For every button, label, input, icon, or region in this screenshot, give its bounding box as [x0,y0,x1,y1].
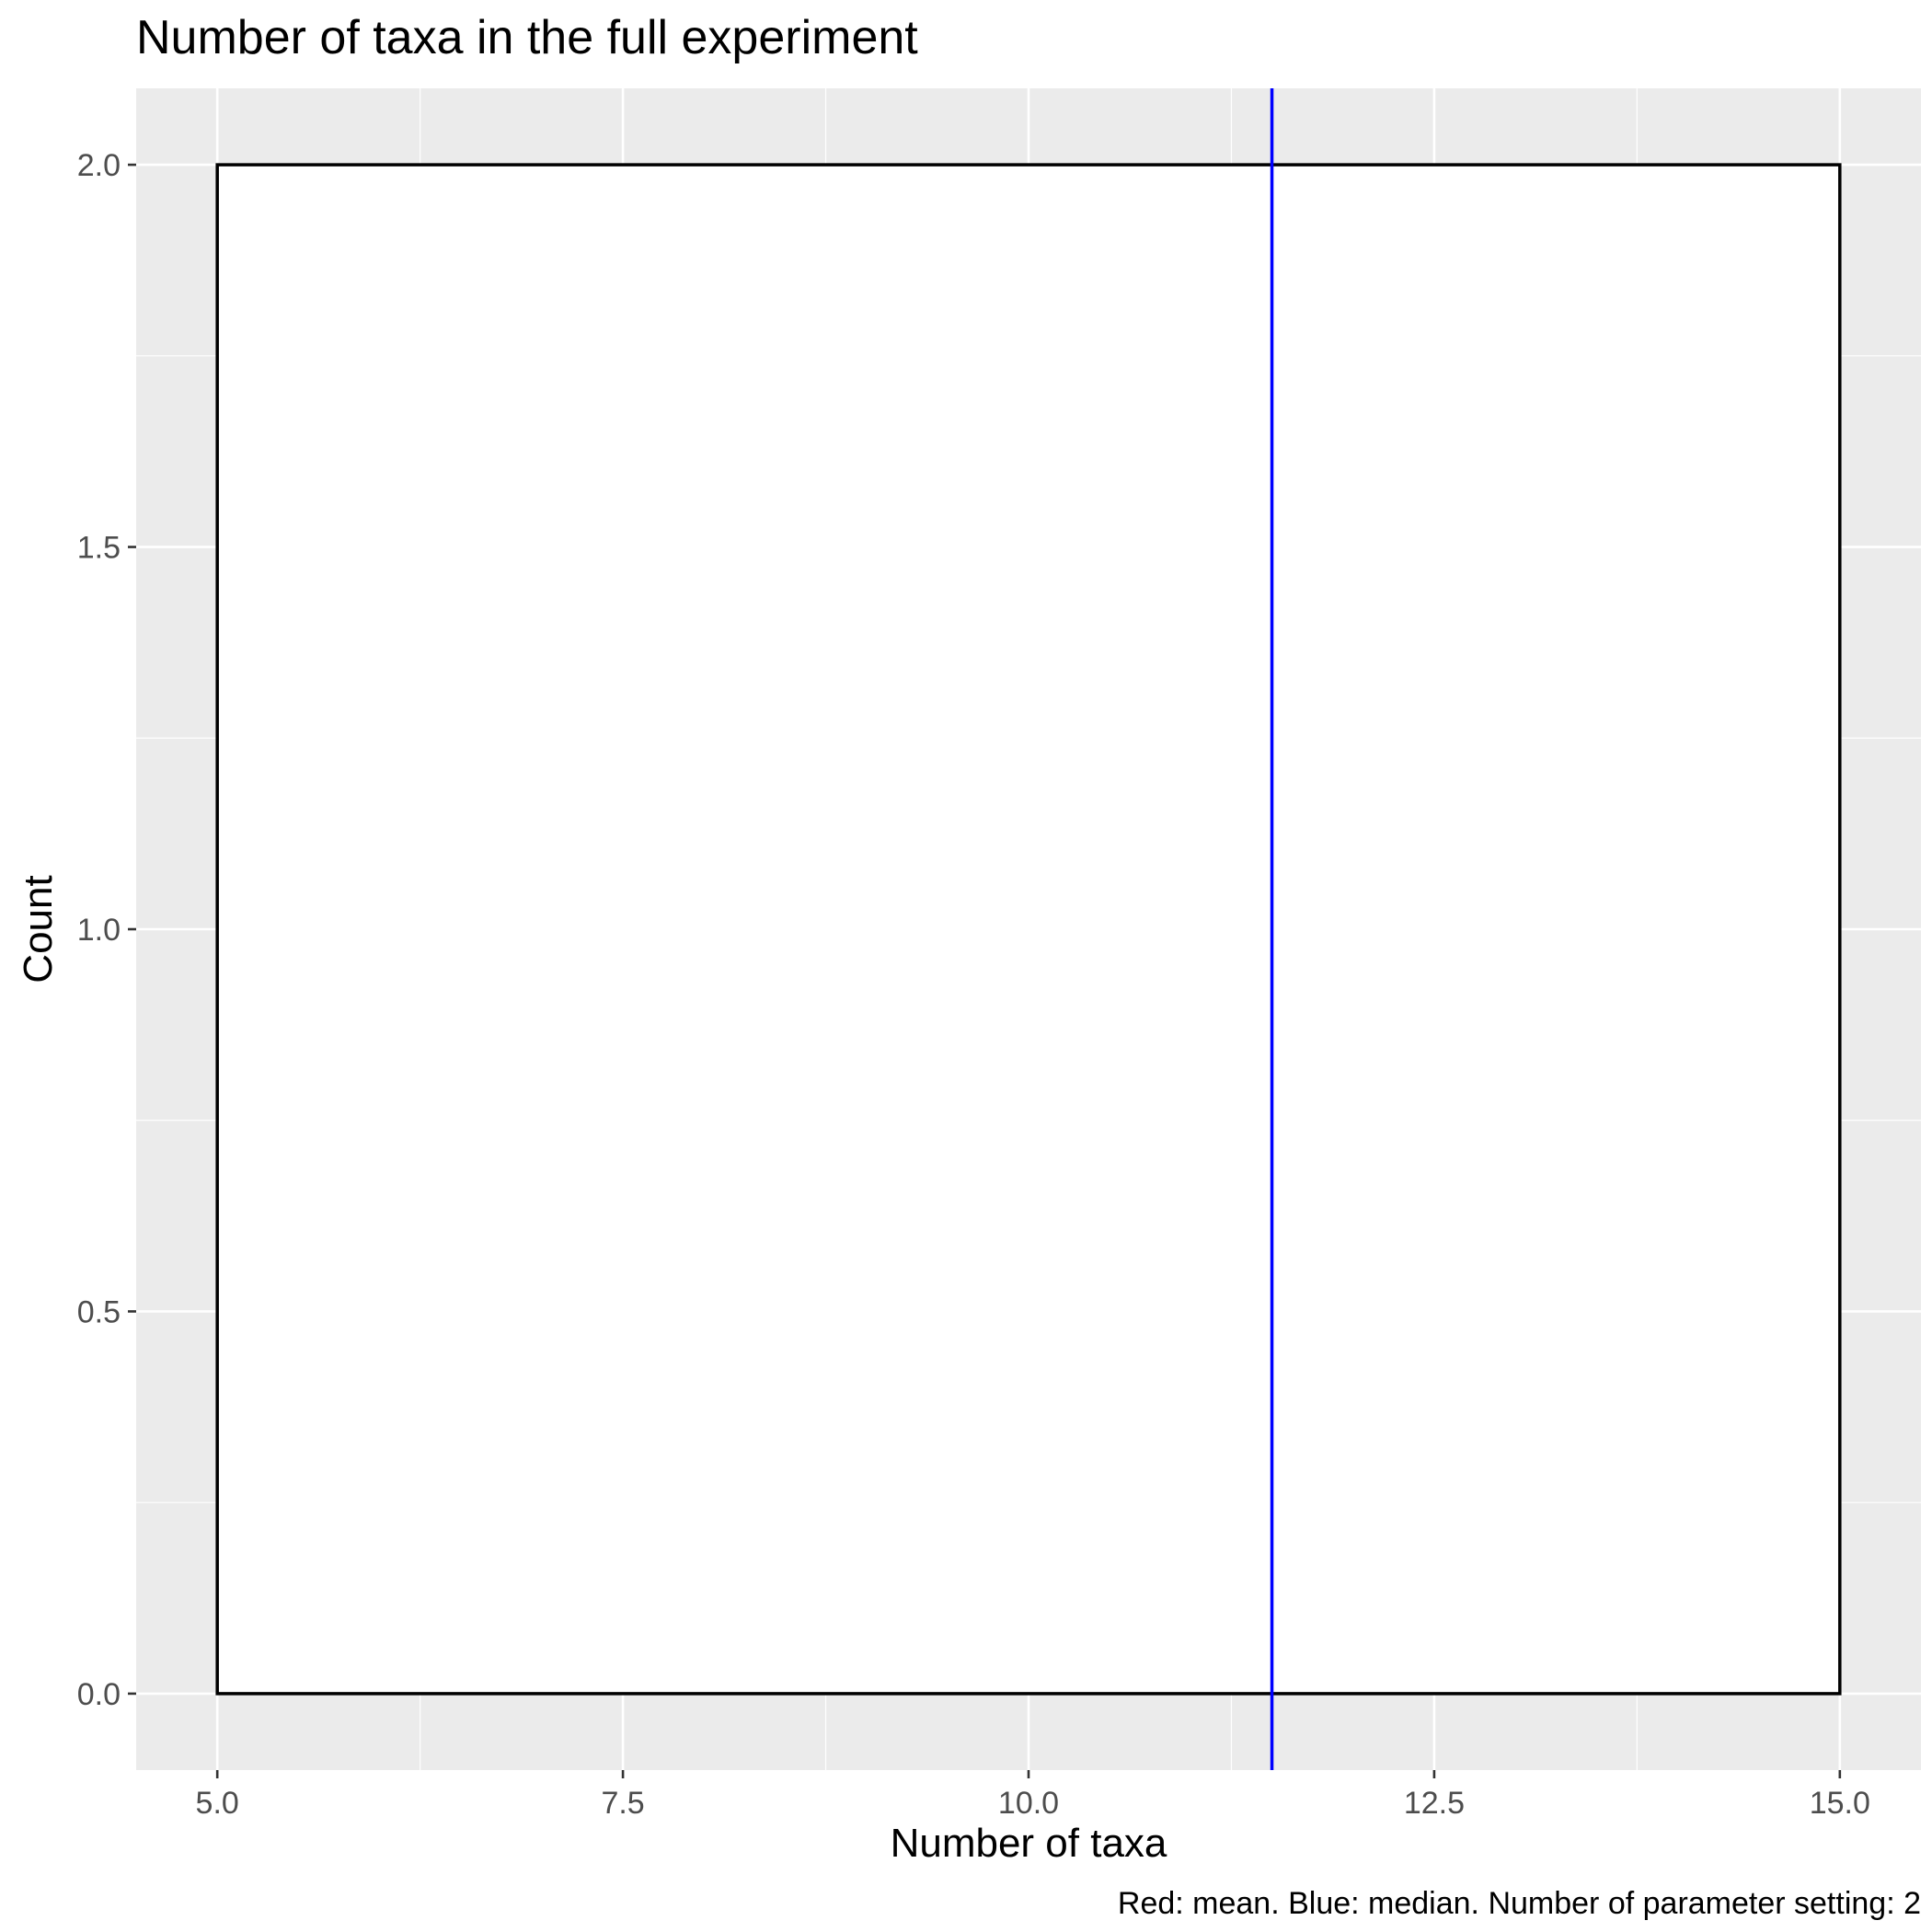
x-axis-title: Number of taxa [891,1821,1167,1866]
x-tick-label: 10.0 [998,1786,1059,1821]
x-tick-label: 7.5 [601,1786,644,1821]
x-tick-label: 15.0 [1810,1786,1870,1821]
x-axis: 5.0 7.5 10.0 12.5 15.0 [196,1770,1870,1821]
y-axis: 0.0 0.5 1.0 1.5 2.0 [77,148,136,1712]
histogram-bar [215,163,1842,1696]
y-tick-label: 1.5 [77,531,121,566]
y-tick-label: 0.5 [77,1294,121,1329]
y-axis-title: Count [16,875,61,983]
chart-title: Number of taxa in the full experiment [136,11,918,64]
y-tick-label: 2.0 [77,148,121,183]
histogram-bars [215,163,1842,1696]
x-tick-label: 12.5 [1404,1786,1465,1821]
y-tick-label: 0.0 [77,1677,121,1712]
x-tick-label: 5.0 [196,1786,239,1821]
chart-caption: Red: mean. Blue: median. Number of param… [1118,1886,1921,1921]
y-tick-label: 1.0 [77,913,121,948]
